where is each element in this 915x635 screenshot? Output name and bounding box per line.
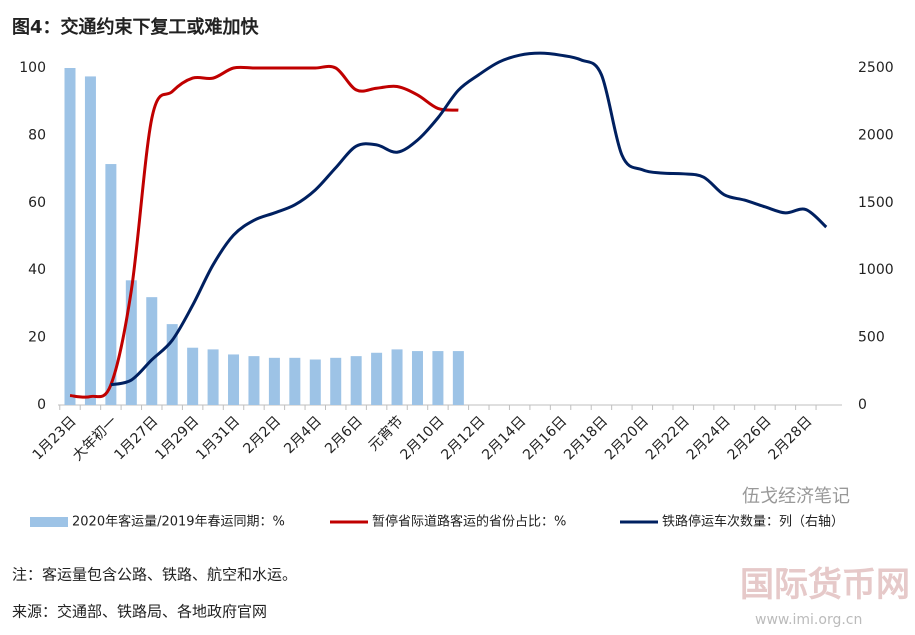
- x-tick-label: 1月27日: [111, 413, 161, 463]
- bar: [309, 359, 321, 405]
- x-tick-label: 2月18日: [561, 413, 611, 463]
- bar: [166, 324, 178, 405]
- x-tick-label: 2月12日: [438, 413, 488, 463]
- chart-title: 图4：交通约束下复工或难加快: [12, 16, 260, 38]
- x-tick-label: 2月6日: [322, 413, 366, 457]
- bar: [207, 349, 219, 405]
- y-tick-label: 40: [28, 262, 46, 278]
- y-tick-label: 20: [28, 330, 46, 346]
- watermark: 国际货币网: [740, 565, 910, 605]
- legend-label: 铁路停运车次数量：列（右轴）: [662, 514, 844, 530]
- legend-swatch: [30, 517, 68, 527]
- bar: [432, 351, 444, 405]
- bar: [411, 351, 423, 405]
- bar: [84, 76, 96, 406]
- note: 注：客运量包含公路、铁路、航空和水运。: [12, 566, 297, 584]
- y2-tick-label: 2000: [858, 127, 894, 143]
- bar: [248, 356, 260, 405]
- x-tick-label: 大年初一: [69, 413, 121, 465]
- x-tick-label: 2月24日: [684, 413, 734, 463]
- bar: [371, 352, 383, 405]
- bar: [187, 347, 199, 405]
- y2-tick-label: 2500: [858, 60, 894, 76]
- y2-tick-label: 500: [858, 330, 885, 346]
- x-tick-label: 2月26日: [725, 413, 775, 463]
- x-tick-label: 1月29日: [152, 413, 202, 463]
- y-tick-label: 80: [28, 127, 46, 143]
- bar: [391, 349, 403, 405]
- y2-tick-label: 1500: [858, 195, 894, 211]
- x-tick-label: 2月14日: [479, 413, 529, 463]
- watermark: 伍戈经济笔记: [742, 486, 850, 507]
- bar: [268, 357, 280, 405]
- bar: [146, 297, 158, 405]
- legend-label: 暂停省际道路客运的省份占比：%: [372, 514, 566, 530]
- bar: [350, 356, 362, 405]
- x-tick-label: 2月4日: [281, 413, 325, 457]
- x-tick-label: 2月22日: [643, 413, 693, 463]
- y-tick-label: 60: [28, 195, 46, 211]
- y-tick-label: 100: [19, 60, 46, 76]
- y2-tick-label: 1000: [858, 262, 894, 278]
- watermark: www.imi.org.cn: [755, 612, 862, 628]
- y-tick-label: 0: [37, 397, 46, 413]
- bar: [125, 280, 137, 405]
- bar: [452, 351, 464, 405]
- bar: [330, 357, 342, 405]
- x-tick-label: 1月31日: [193, 413, 243, 463]
- bar: [105, 164, 117, 405]
- line: [69, 64, 459, 399]
- x-tick-label: 2月2日: [240, 413, 284, 457]
- y2-tick-label: 0: [858, 397, 867, 413]
- legend-label: 2020年客运量/2019年春运同期：%: [72, 514, 285, 530]
- bar: [64, 68, 76, 405]
- bar: [289, 357, 301, 405]
- bar: [228, 354, 240, 405]
- x-tick-label: 2月28日: [765, 413, 815, 463]
- x-tick-label: 2月10日: [398, 413, 448, 463]
- x-tick-label: 2月16日: [520, 413, 570, 463]
- note: 来源：交通部、铁路局、各地政府官网: [12, 603, 267, 621]
- line: [110, 51, 828, 387]
- x-tick-label: 2月20日: [602, 413, 652, 463]
